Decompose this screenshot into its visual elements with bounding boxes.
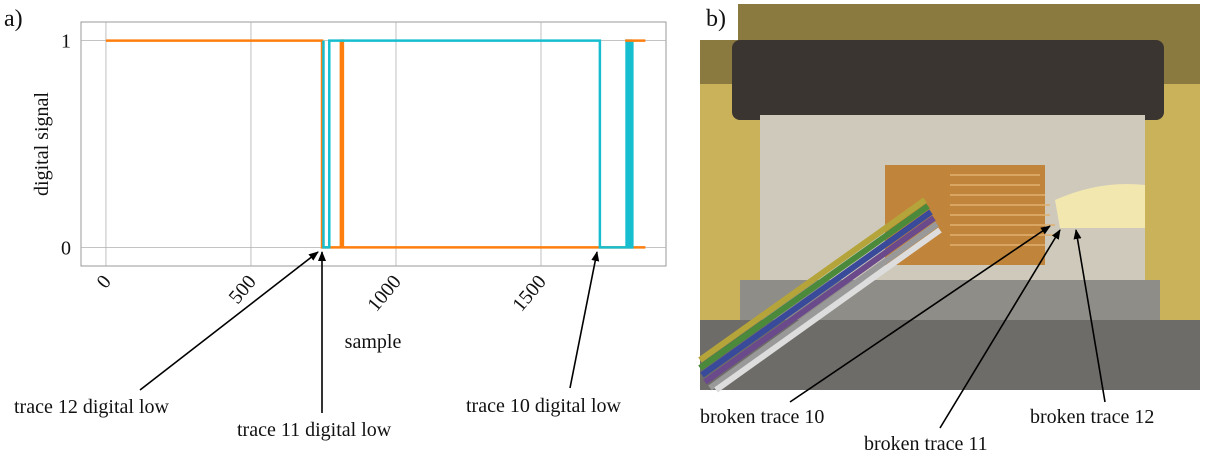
panel-label: b) [706,6,726,32]
annotation: broken trace 11 [864,433,988,455]
x-axis-label: sample [345,331,402,353]
figure: a) digital signal sample trace 12 digita… [0,0,1207,461]
y-tick-label: 0 [61,237,71,259]
y-tick-label: 1 [61,31,71,53]
x-tick-label: 500 [225,271,261,308]
arrow [570,252,597,388]
annotation: trace 11 digital low [237,419,392,441]
annotation: trace 12 digital low [14,396,170,418]
x-tick-label: 1000 [363,271,406,316]
y-axis-label: digital signal [31,92,53,196]
annotation: trace 10 digital low [466,395,622,417]
annotation: broken trace 12 [1030,406,1154,428]
annotation: broken trace 10 [700,406,824,428]
panel-label: a) [4,6,23,32]
photo [700,4,1200,390]
press-block [732,40,1164,120]
plot-frame [81,22,666,266]
x-tick-label: 1500 [508,271,551,316]
arrow [140,252,318,390]
x-tick-label: 0 [92,271,115,293]
